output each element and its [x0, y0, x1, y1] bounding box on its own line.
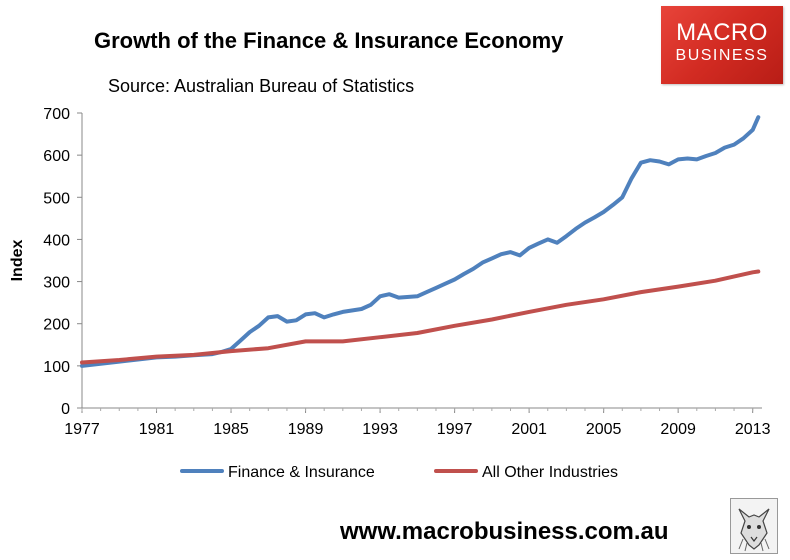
- x-tick-label: 1993: [362, 421, 398, 438]
- y-tick-label: 700: [43, 106, 70, 123]
- line-chart: 0 100 200 300 400 500 600 700 1977 1981 1985 1989 19…: [9, 106, 771, 481]
- x-tick-label: 2009: [660, 421, 696, 438]
- x-tick-label: 1977: [64, 421, 100, 438]
- chart-subtitle: Source: Australian Bureau of Statistics: [108, 76, 415, 96]
- chart-series: [80, 115, 761, 368]
- x-tick-label: 2013: [735, 421, 771, 438]
- y-tick-label: 500: [43, 190, 70, 207]
- logo-line-2: BUSINESS: [675, 47, 769, 64]
- macrobusiness-logo: MACRO BUSINESS: [661, 6, 783, 84]
- x-tick-label: 2005: [586, 421, 622, 438]
- website-url: www.macrobusiness.com.au: [340, 518, 669, 545]
- y-tick-label: 400: [43, 232, 70, 249]
- series-line-finance-insurance: [80, 115, 761, 368]
- y-tick-label: 300: [43, 275, 70, 292]
- x-tick-label: 1997: [437, 421, 473, 438]
- y-tick-label: 200: [43, 317, 70, 334]
- legend-item-finance-insurance-label: Finance & Insurance: [228, 464, 375, 481]
- logo-line-1: MACRO: [676, 19, 768, 46]
- series-line-all-other-industries: [80, 269, 761, 365]
- chart-legend: Finance & Insurance All Other Industries: [180, 464, 618, 481]
- y-axis-label: Index: [9, 240, 26, 282]
- legend-item-all-other-industries-label: All Other Industries: [482, 464, 618, 481]
- chart-axes: 0 100 200 300 400 500 600 700 1977 1981 1985 1989 19…: [9, 106, 771, 438]
- x-tick-label: 2001: [511, 421, 547, 438]
- chart-title: Growth of the Finance & Insurance Econom…: [94, 28, 564, 53]
- y-tick-label: 600: [43, 148, 70, 165]
- x-tick-label: 1989: [288, 421, 324, 438]
- y-tick-label: 0: [61, 401, 70, 418]
- y-tick-label: 100: [43, 359, 70, 376]
- x-tick-label: 1981: [139, 421, 175, 438]
- x-tick-label: 1985: [213, 421, 249, 438]
- wolf-sketch-icon: [730, 498, 778, 554]
